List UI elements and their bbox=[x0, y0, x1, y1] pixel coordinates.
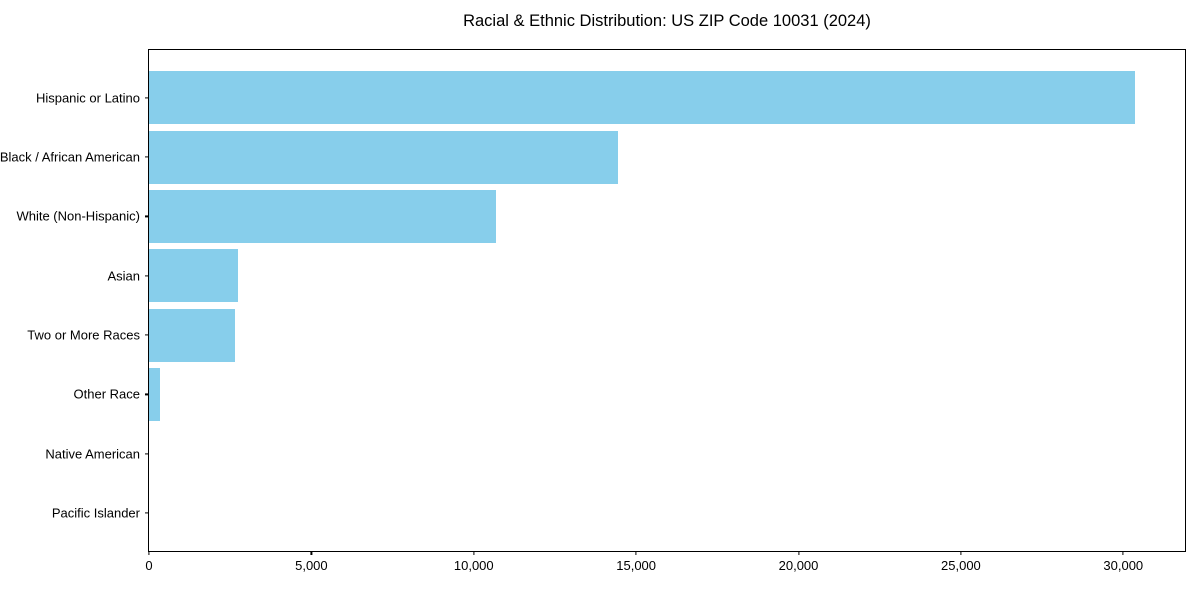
x-tick-label: 25,000 bbox=[941, 558, 981, 573]
y-tick-mark bbox=[145, 156, 149, 158]
x-tick-mark bbox=[797, 551, 800, 555]
y-tick-mark bbox=[145, 393, 149, 395]
y-tick-mark bbox=[145, 275, 149, 277]
bar bbox=[149, 367, 161, 421]
x-tick-label: 15,000 bbox=[616, 558, 657, 573]
chart-title: Racial & Ethnic Distribution: US ZIP Cod… bbox=[463, 12, 871, 30]
y-tick-mark bbox=[145, 334, 149, 336]
y-tick-mark bbox=[145, 215, 149, 218]
bar bbox=[149, 308, 235, 362]
x-tick-mark bbox=[960, 551, 962, 555]
x-tick-mark bbox=[310, 551, 312, 555]
y-tick-label: Hispanic or Latino bbox=[35, 90, 140, 106]
x-tick-mark bbox=[473, 551, 475, 555]
y-tick-label: Other Race bbox=[73, 386, 140, 402]
x-tick-label: 10,000 bbox=[453, 558, 494, 573]
y-tick-label: Native American bbox=[45, 446, 140, 462]
bar bbox=[149, 249, 238, 303]
bar bbox=[149, 189, 496, 243]
bars-layer bbox=[149, 50, 1185, 551]
plot-area: Hispanic or Latino Black / African Americ… bbox=[0, 49, 1186, 573]
x-tick-label: 30,000 bbox=[1103, 558, 1144, 573]
x-tick-label: 20,000 bbox=[778, 558, 819, 573]
y-tick-mark bbox=[145, 512, 149, 514]
x-tick-mark bbox=[148, 551, 150, 555]
y-tick-label: Two or More Races bbox=[27, 327, 140, 343]
y-tick-label: Pacific Islander bbox=[51, 505, 140, 521]
y-tick-mark bbox=[145, 453, 149, 455]
x-tick-mark bbox=[1122, 551, 1124, 555]
bar bbox=[149, 130, 618, 184]
bar bbox=[149, 71, 1136, 125]
x-tick-label: 0 bbox=[145, 558, 153, 573]
x-tick-label: 5,000 bbox=[295, 558, 328, 573]
x-tick-mark bbox=[635, 551, 637, 555]
y-tick-mark bbox=[145, 97, 149, 99]
y-tick-label: White (Non-Hispanic) bbox=[16, 208, 140, 224]
y-tick-label: Asian bbox=[107, 268, 140, 284]
y-tick-label: Black / African American bbox=[0, 149, 140, 165]
